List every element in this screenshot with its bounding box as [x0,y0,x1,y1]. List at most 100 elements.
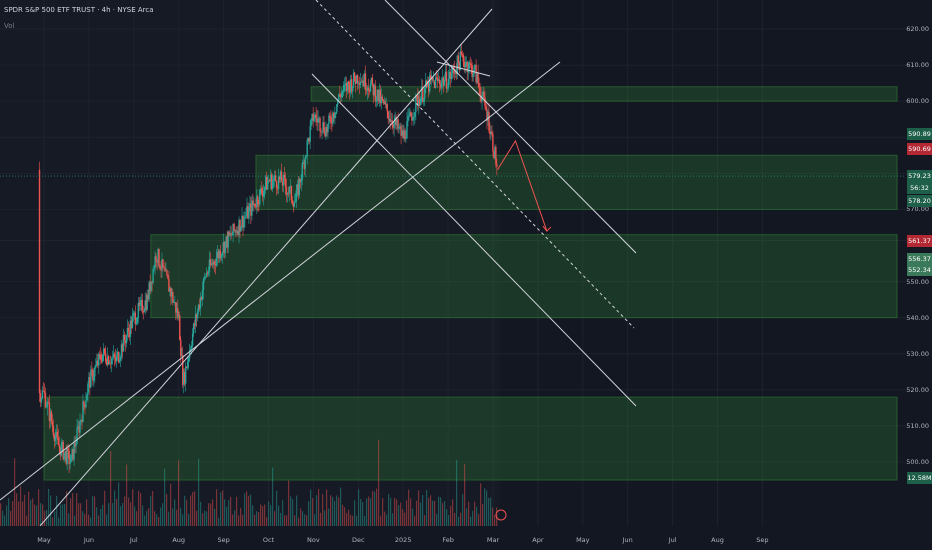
candle-body [247,206,249,219]
candle-body [370,77,373,84]
candle-body [168,278,170,292]
candle-body [477,72,479,83]
month-tick: Feb [442,536,454,544]
volume-bar [270,505,272,526]
candle-body [286,193,289,195]
candle-body [420,97,422,106]
candle-body [266,181,269,190]
candle-body [59,447,61,456]
candle-body [418,99,420,106]
candle-body [78,426,80,433]
candle-body [289,186,292,188]
candle-body [103,348,105,355]
candle-body [492,134,494,152]
volume-bar [48,488,50,526]
candle-body [214,264,217,266]
candle-body [317,118,319,123]
candle-body [415,95,417,113]
volume-bar [18,501,20,526]
volume-bar [24,494,26,526]
candle-body [324,132,326,137]
candle-body [80,419,82,422]
price-badge: 578.20 [907,194,932,207]
time-axis[interactable]: May Jun Jul Aug Sep Oct Nov Dec 2025 Feb Mar Apr May… [0,526,932,550]
volume-bar [124,496,126,526]
rising-trendline-lower [39,8,493,526]
candle-body [270,174,273,190]
month-tick: Jun [622,536,633,544]
candle-body [261,188,263,194]
candle-body [451,67,454,74]
candle-body [290,186,293,200]
candle-body [490,131,492,135]
volume-bar [446,509,448,526]
candle-body [469,62,471,64]
candle-body [211,263,214,265]
candle-body [74,443,76,447]
volume-bar [172,508,174,526]
candle-body [65,450,67,464]
candle-body [271,180,274,190]
candle-body [304,157,306,169]
candle-body [191,333,194,346]
volume-bar [208,503,210,526]
candle-body [432,80,435,82]
candle-body [237,230,239,236]
volume-bar [16,493,18,526]
candle-body [310,119,312,126]
candle-body [212,261,215,265]
volume-bar [408,489,410,526]
symbol-header[interactable]: SPDR S&P 500 ETF TRUST · 4h · NYSE Arca [4,6,154,14]
month-tick: Apr [532,536,544,544]
volume-bar [370,498,372,526]
volume-bar [470,516,472,526]
candle-body [300,179,302,183]
volume-bar [90,517,92,526]
candle-body [295,190,298,202]
candle-body [460,51,463,55]
candle-body [229,233,231,236]
volume-bar [474,501,476,526]
candle-body [92,369,94,381]
month-tick: Aug [172,536,186,544]
volume-bar [414,515,416,526]
volume-bar [74,515,76,526]
candle-body [177,308,179,318]
candle-body [66,448,68,464]
falling-channel-upper [384,0,637,254]
candle-body [206,272,209,274]
volume-series [0,439,498,526]
volume-bar [212,499,214,526]
candle-body [361,80,364,83]
volume-bar [104,490,106,526]
candle-body [251,200,253,216]
volume-bar [320,512,322,526]
candle-body [242,215,244,228]
candle-body [281,181,284,186]
volume-bar [314,514,316,526]
volume-bar [294,515,296,526]
volume-bar [358,489,360,526]
volume-bar [288,480,290,526]
candle-body [325,127,327,137]
volume-bar [142,505,144,526]
candle-body [402,130,404,139]
candle-body [322,122,324,132]
candle-body [411,116,413,121]
candle-body [409,112,411,116]
volume-bar [146,510,148,526]
candle-body [250,203,252,216]
volume-bar [300,508,302,526]
candle-body [413,116,415,118]
candle-body [366,87,369,91]
volume-bar [318,488,320,526]
volume-bar [136,511,138,526]
candle-body [463,61,465,68]
candle-body [228,231,230,236]
candle-body [171,292,173,297]
volume-bar [326,489,328,526]
candle-body [267,180,270,182]
candle-body [256,196,258,207]
price-chart[interactable] [0,0,932,526]
price-badge: 590.89 [907,128,932,141]
